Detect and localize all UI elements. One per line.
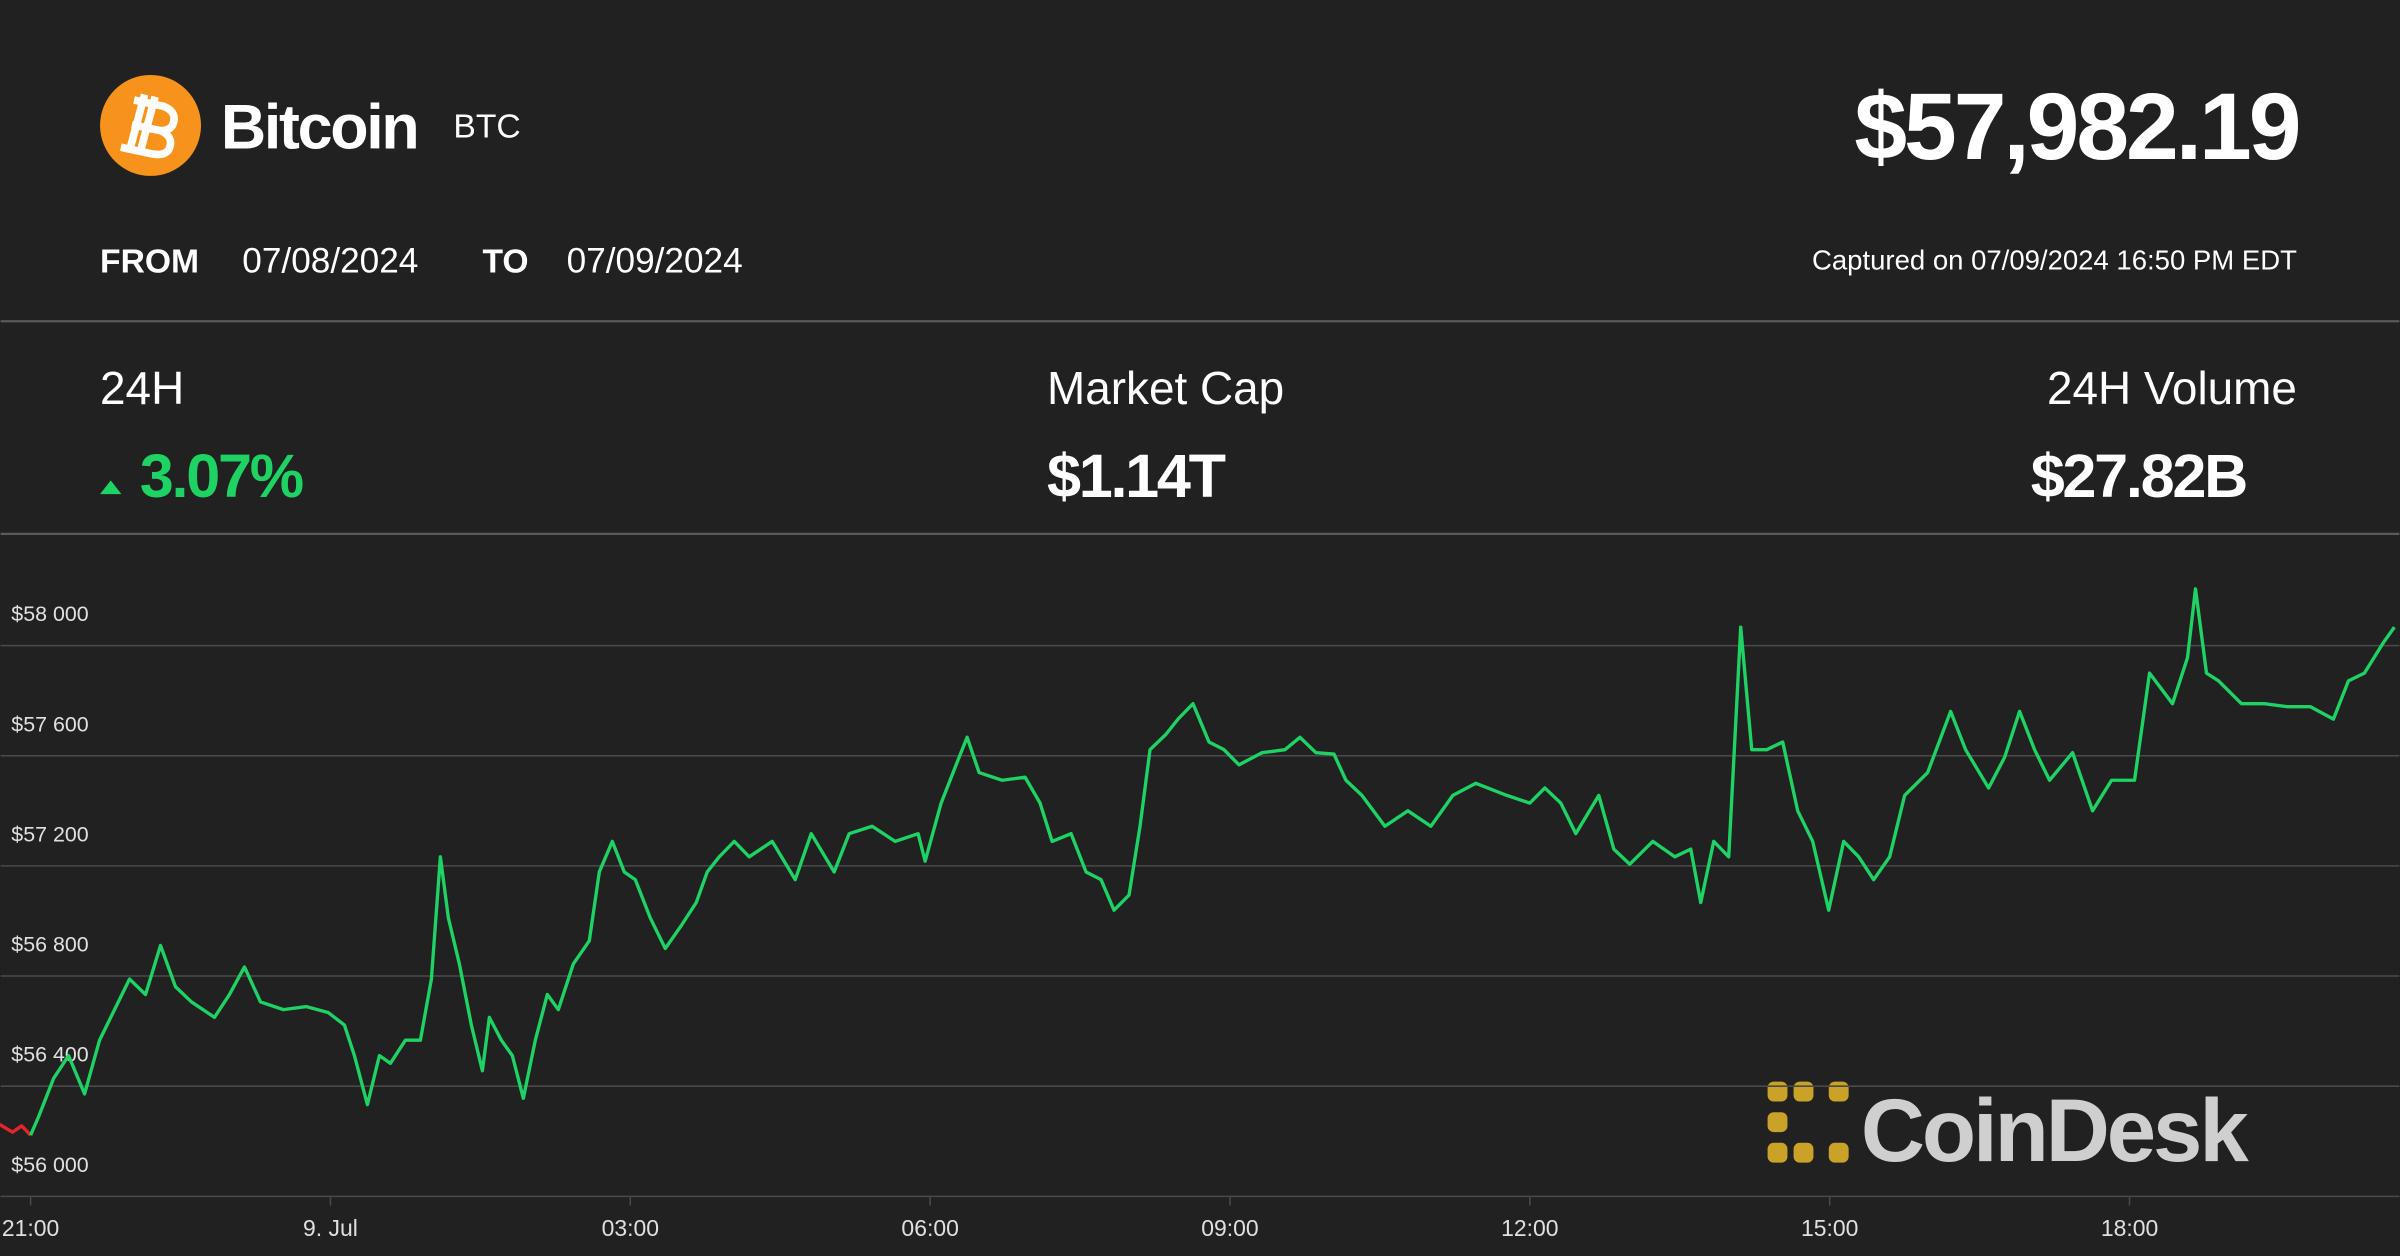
bitcoin-logo <box>100 74 202 176</box>
to-label: TO <box>483 243 529 280</box>
x-tick-label: 06:00 <box>901 1215 958 1241</box>
y-tick-label: $56 800 <box>11 933 88 957</box>
from-date: 07/08/2024 <box>242 241 418 280</box>
price-line <box>0 1123 32 1137</box>
from-label: FROM <box>100 243 199 280</box>
x-tick-label: 21:00 <box>2 1215 59 1241</box>
stat-value: $27.82B <box>2031 442 2246 510</box>
to-date: 07/09/2024 <box>567 241 743 280</box>
stat-label: 24H Volume <box>2047 362 2297 414</box>
y-tick-label: $57 600 <box>11 712 88 736</box>
y-tick-label: $58 000 <box>11 602 88 626</box>
x-tick-label: 03:00 <box>602 1215 659 1241</box>
plot: $56 000 $56 400 $56 800 $57 200 $57 600 $58 0… <box>0 587 2400 1241</box>
up-arrow <box>100 480 122 495</box>
coin-name: Bitcoin <box>221 92 417 162</box>
captured: Captured on 07/09/2024 16:50 PM EDT <box>1812 244 2297 275</box>
x-tick-label: 09:00 <box>1201 1215 1258 1241</box>
watermark: CoinDesk <box>1861 1081 2249 1180</box>
x-tick-label: 18:00 <box>2101 1215 2158 1241</box>
x-tick-label: 12:00 <box>1501 1215 1558 1241</box>
coin-symbol: BTC <box>453 109 520 146</box>
stat-value: 3.07% <box>140 442 303 510</box>
price-line <box>29 587 2396 1136</box>
y-tick-label: $56 000 <box>11 1153 88 1177</box>
x-tick-label: 9. Jul <box>303 1215 358 1241</box>
price: $57,982.19 <box>1854 74 2298 180</box>
y-tick-label: $56 400 <box>11 1043 88 1067</box>
stat-label: 24H <box>100 362 184 414</box>
y-tick-label: $57 200 <box>11 822 88 846</box>
stat-label: Market Cap <box>1047 362 1284 414</box>
x-tick-label: 15:00 <box>1801 1215 1858 1241</box>
stat-value: $1.14T <box>1047 442 1226 510</box>
